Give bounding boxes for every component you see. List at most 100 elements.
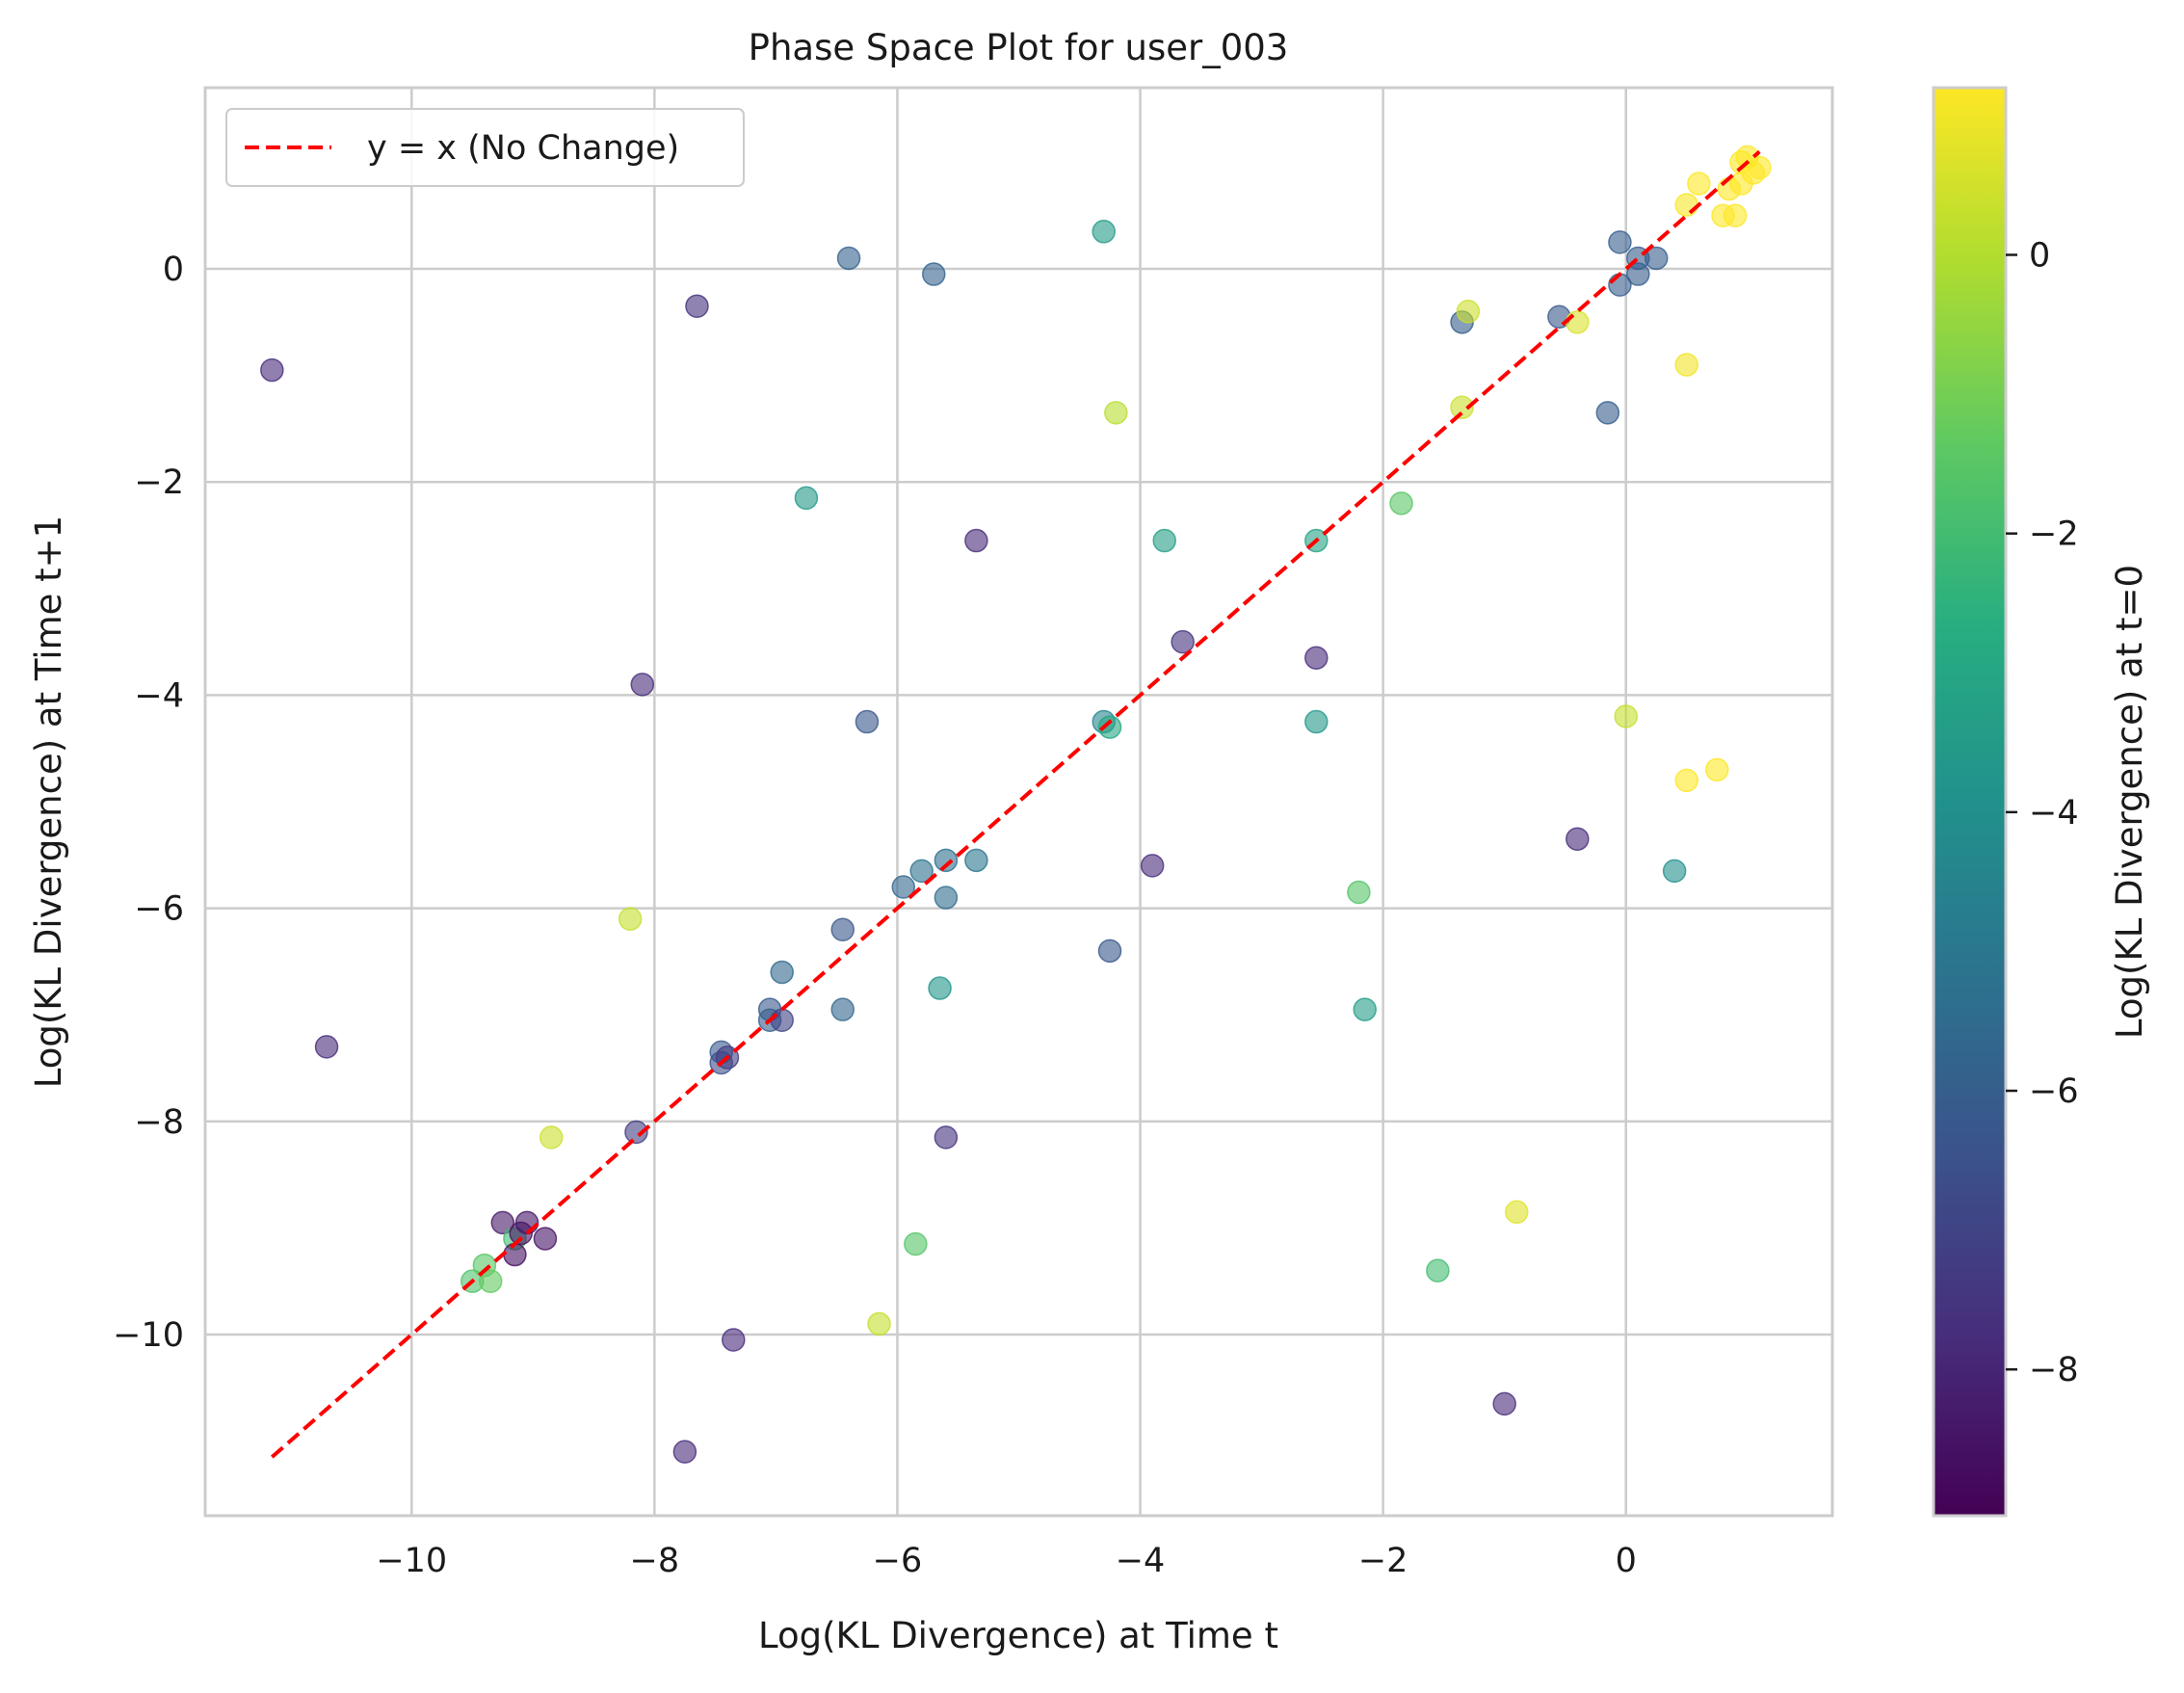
x-axis-label: Log(KL Divergence) at Time t (758, 1615, 1278, 1656)
scatter-point (1566, 827, 1590, 851)
scatter-point (1662, 859, 1687, 884)
scatter-point (1705, 757, 1729, 782)
grid-lines (205, 88, 1832, 1516)
scatter-point (891, 875, 916, 899)
scatter-point (794, 486, 819, 511)
scatter-point (533, 1227, 558, 1251)
y-tick-label: −8 (134, 1103, 184, 1142)
scatter-point (770, 1008, 794, 1032)
colorbar-ticks: 0 −2 −4 −6 −8 (2006, 237, 2079, 1389)
scatter-point (855, 709, 880, 734)
scatter-point (1674, 768, 1698, 793)
scatter-point (260, 357, 284, 383)
scatter-point (1171, 629, 1195, 654)
colorbar-tick-label: −6 (2029, 1072, 2079, 1111)
scatter-point (1674, 353, 1698, 377)
scatter-point (624, 1120, 648, 1145)
scatter-point (478, 1269, 503, 1293)
scatter-point (503, 1242, 527, 1267)
reference-line-layer (271, 149, 1761, 1459)
scatter-point (934, 886, 959, 910)
legend-entry-label: y = x (No Change) (367, 129, 679, 168)
y-axis-label: Log(KL Divergence) at Time t+1 (28, 516, 69, 1088)
y-tick-label: −4 (134, 676, 184, 715)
scatter-point (909, 859, 934, 884)
scatter-point (964, 528, 988, 553)
scatter-point (630, 673, 655, 697)
legend-box (225, 108, 745, 187)
scatter-point (1304, 646, 1329, 670)
scatter-point (1347, 880, 1371, 905)
scatter-point (1687, 172, 1711, 196)
x-tick-label: 0 (1616, 1542, 1637, 1580)
scatter-point (1456, 300, 1481, 324)
scatter-point (1674, 193, 1698, 217)
scatter-point (618, 907, 643, 931)
scatter-point (1626, 262, 1650, 286)
scatter-point (490, 1210, 515, 1235)
scatter-point (1644, 246, 1669, 271)
scatter-point (1723, 203, 1748, 227)
scatter-point (934, 1125, 959, 1150)
scatter-point (1450, 395, 1474, 420)
scatter-point (672, 1440, 697, 1464)
scatter-point (722, 1328, 746, 1352)
scatter-point (1595, 401, 1620, 425)
scatter-point (1152, 528, 1177, 553)
y-tick-label: −2 (134, 463, 184, 502)
y-tick-label: −6 (134, 890, 184, 929)
x-tick-label: −8 (630, 1542, 680, 1580)
colorbar-gradient (1932, 86, 2008, 1518)
legend: y = x (No Change) (225, 108, 745, 187)
y-tick-labels: −10 −8 −6 −4 −2 0 (113, 251, 184, 1355)
scatter-point (1608, 230, 1632, 254)
x-tick-label: −4 (1116, 1542, 1166, 1580)
scatter-points (260, 145, 1772, 1464)
colorbar-tick-label: 0 (2029, 237, 2050, 276)
scatter-point (1505, 1200, 1529, 1225)
scatter-point (770, 960, 794, 985)
scatter-point (1097, 715, 1122, 739)
scatter-point (539, 1125, 564, 1150)
colorbar-tick-label: −2 (2029, 516, 2079, 554)
scatter-point (1097, 939, 1122, 964)
scatter-point (922, 262, 946, 286)
x-tick-label: −10 (376, 1542, 447, 1580)
colorbar: 0 −2 −4 −6 −8 Log(KL Divergence) at t=0 (1932, 86, 2150, 1518)
reference-line (271, 149, 1761, 1459)
chart-title: Phase Space Plot for user_003 (749, 27, 1289, 68)
scatter-point (1353, 997, 1377, 1021)
scatter-point (934, 848, 959, 873)
scatter-point (314, 1035, 339, 1059)
scatter-point (1104, 401, 1128, 425)
scatter-point (836, 246, 861, 271)
scatter-point (1140, 854, 1165, 878)
scatter-point (867, 1311, 891, 1336)
scatter-point (928, 976, 952, 1000)
colorbar-tick-label: −8 (2029, 1351, 2079, 1389)
scatter-point (1092, 220, 1116, 244)
scatter-point (514, 1210, 539, 1235)
scatter-point (1566, 310, 1590, 334)
scatter-point (1748, 155, 1772, 180)
plot-frame (203, 86, 1834, 1518)
scatter-point (830, 917, 855, 941)
y-tick-label: 0 (163, 251, 184, 289)
scatter-point (685, 294, 709, 318)
scatter-point (1614, 704, 1638, 728)
x-tick-label: −6 (873, 1542, 923, 1580)
scatter-point (964, 848, 988, 873)
scatter-point (1426, 1258, 1450, 1283)
x-tick-label: −2 (1358, 1542, 1408, 1580)
scatter-point (1304, 709, 1329, 734)
x-tick-labels: −10 −8 −6 −4 −2 0 (376, 1542, 1637, 1580)
scatter-point (1492, 1391, 1516, 1416)
scatter-point (830, 997, 855, 1021)
y-tick-label: −10 (113, 1316, 184, 1355)
scatter-point (1389, 491, 1413, 516)
colorbar-label: Log(KL Divergence) at t=0 (2109, 565, 2150, 1039)
colorbar-tick-label: −4 (2029, 794, 2079, 833)
scatter-point (904, 1231, 928, 1257)
